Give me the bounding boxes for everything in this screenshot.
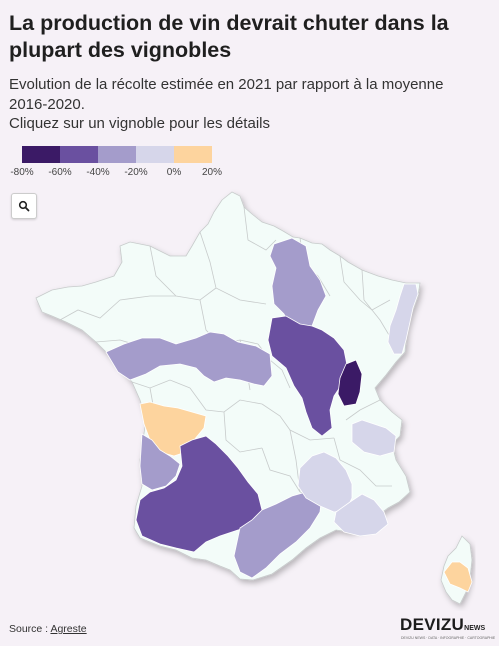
region-savoie[interactable] [351,419,397,457]
legend-swatch-1 [22,146,60,163]
legend-label-4: -20% [124,167,148,178]
source-prefix: Source : [9,623,51,635]
legend-swatch-3 [98,146,136,163]
region-bourgogne[interactable] [267,315,349,437]
region-sud-ouest[interactable] [135,435,263,553]
legend-swatch-2 [60,146,98,163]
region-provence[interactable] [333,493,389,537]
legend-label-6: 20% [201,167,223,178]
subtitle-line-3: Cliquez sur un vignoble pour les détails [9,115,270,132]
wine-regions[interactable] [105,237,473,593]
legend-swatch-4 [136,146,174,163]
region-val-de-loire[interactable] [105,331,273,387]
subtitle-line-2: 2016-2020. [9,95,85,113]
region-alsace[interactable] [387,283,419,355]
color-legend: -80% -60% -40% -20% 0% 20% [10,146,242,182]
region-languedoc[interactable] [233,491,323,579]
brand-name: DEVIZU [400,615,465,634]
region-vallee-du-rhone[interactable] [297,451,353,513]
region-corse[interactable] [443,561,473,593]
region-beaujolais[interactable] [337,359,363,407]
page-title: La production de vin devrait chuter dans… [9,11,449,62]
legend-label-1: -80% [10,167,34,178]
brand-logo: DEVIZUNEWS DEVIZU NEWS · DATA · INFOGRAP… [400,615,495,643]
subtitle-line-1: Evolution de la récolte estimée en 2021 … [9,76,444,93]
subtitle: Evolution de la récolte estimée en 2021 … [9,75,489,134]
search-icon [18,200,30,212]
brand-suffix: NEWS [464,625,486,632]
legend-label-3: -40% [86,167,110,178]
zoom-button[interactable] [11,193,37,219]
legend-swatch-5 [174,146,212,163]
source-note: Source : Agreste [9,623,87,635]
legend-label-5: 0% [166,167,182,178]
brand-tagline: DEVIZU NEWS · DATA · INFOGRAPHIE · CARTO… [401,636,495,640]
france-map[interactable] [0,180,499,620]
legend-label-2: -60% [48,167,72,178]
source-link[interactable]: Agreste [50,623,87,635]
region-bordeaux[interactable] [139,433,181,491]
